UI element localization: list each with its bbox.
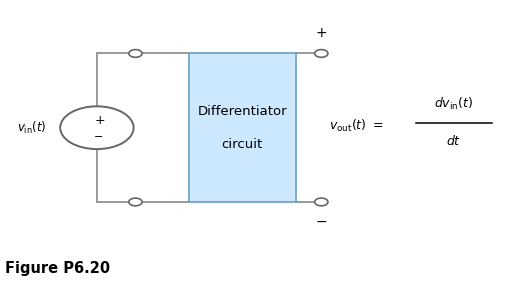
Text: Figure P6.20: Figure P6.20: [5, 261, 110, 276]
Text: circuit: circuit: [221, 138, 262, 151]
Text: $d\it{t}$: $d\it{t}$: [445, 134, 461, 148]
Text: Differentiator: Differentiator: [197, 105, 287, 118]
Text: $d\it{v}_{\mathrm{in}}(t)$: $d\it{v}_{\mathrm{in}}(t)$: [434, 96, 472, 112]
Circle shape: [314, 198, 327, 206]
Circle shape: [314, 50, 327, 57]
Text: $-$: $-$: [315, 214, 327, 228]
Text: $\it{v}_{\mathrm{out}}(t)\ =$: $\it{v}_{\mathrm{out}}(t)\ =$: [328, 118, 383, 134]
Text: $\it{v}_{\mathrm{in}}(t)$: $\it{v}_{\mathrm{in}}(t)$: [17, 120, 47, 136]
Circle shape: [60, 106, 133, 149]
Circle shape: [129, 198, 142, 206]
Text: +: +: [315, 26, 326, 40]
FancyBboxPatch shape: [188, 53, 295, 202]
Text: +: +: [94, 114, 104, 127]
Text: $-$: $-$: [93, 130, 103, 140]
Circle shape: [129, 50, 142, 57]
